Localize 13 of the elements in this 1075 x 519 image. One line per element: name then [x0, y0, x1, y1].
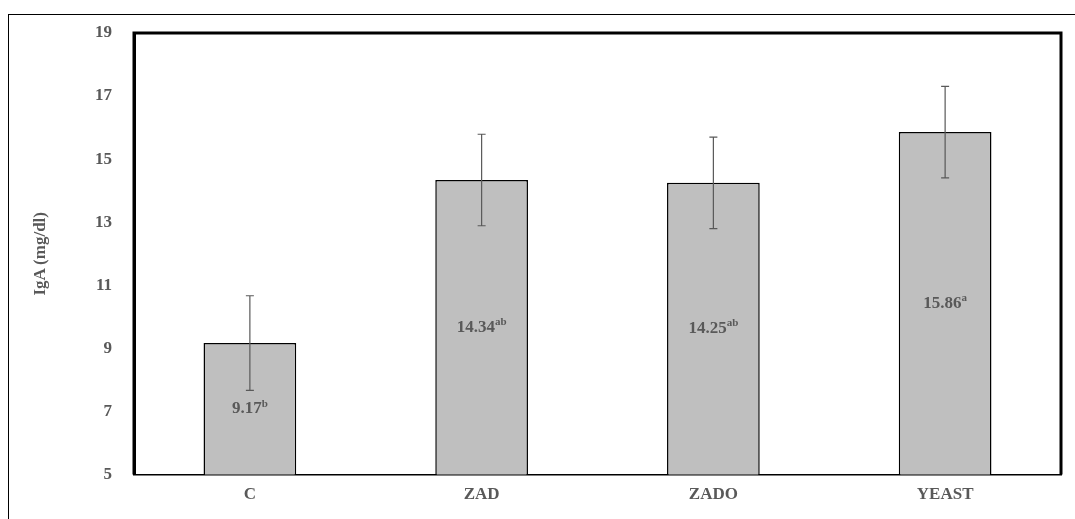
y-tick-label: 5: [103, 463, 112, 483]
x-tick-label: YEAST: [916, 484, 975, 504]
y-tick-label: 17: [95, 85, 113, 105]
x-tick-label: ZAD: [463, 484, 500, 504]
y-tick-label: 15: [95, 148, 112, 168]
x-tick-label: C: [243, 484, 257, 504]
y-tick-label: 19: [95, 22, 112, 42]
y-tick-label: 11: [95, 274, 112, 294]
y-tick-label: 13: [95, 211, 112, 231]
y-tick-label: 7: [103, 400, 113, 420]
y-axis-title: IgA (mg/dl): [29, 212, 49, 296]
x-tick-label: ZADO: [688, 484, 738, 504]
y-tick-label: 9: [103, 337, 112, 357]
